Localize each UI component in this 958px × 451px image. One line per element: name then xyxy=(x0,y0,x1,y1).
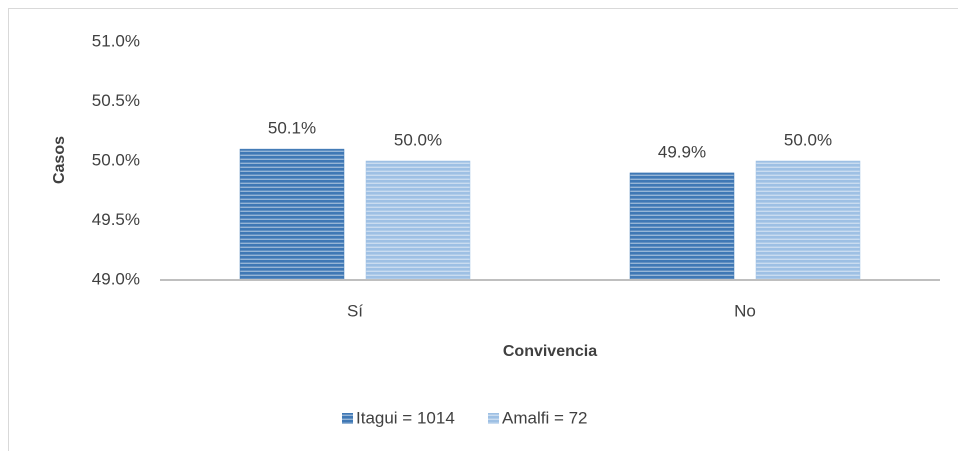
bar xyxy=(755,160,861,281)
y-axis-title: Casos xyxy=(51,136,68,184)
bar xyxy=(629,172,735,281)
x-tick-label: Sí xyxy=(347,301,363,320)
x-tick-label: No xyxy=(734,301,756,320)
legend-swatch xyxy=(488,413,499,424)
y-tick-label: 49.5% xyxy=(92,210,140,229)
y-tick-label: 50.0% xyxy=(92,150,140,169)
value-label: 50.0% xyxy=(784,130,832,149)
y-tick-label: 50.5% xyxy=(92,91,140,110)
x-axis-title: Convivencia xyxy=(503,343,597,360)
bar xyxy=(239,148,345,281)
bar xyxy=(365,160,471,281)
y-tick-label: 51.0% xyxy=(92,31,140,50)
legend-label: Amalfi = 72 xyxy=(502,408,588,427)
legend-swatch xyxy=(342,413,353,424)
value-label: 50.1% xyxy=(268,119,316,138)
y-tick-label: 49.0% xyxy=(92,269,140,288)
legend-label: Itagui = 1014 xyxy=(356,408,455,427)
value-label: 50.0% xyxy=(394,130,442,149)
chart-frame xyxy=(8,8,958,451)
value-label: 49.9% xyxy=(658,142,706,161)
